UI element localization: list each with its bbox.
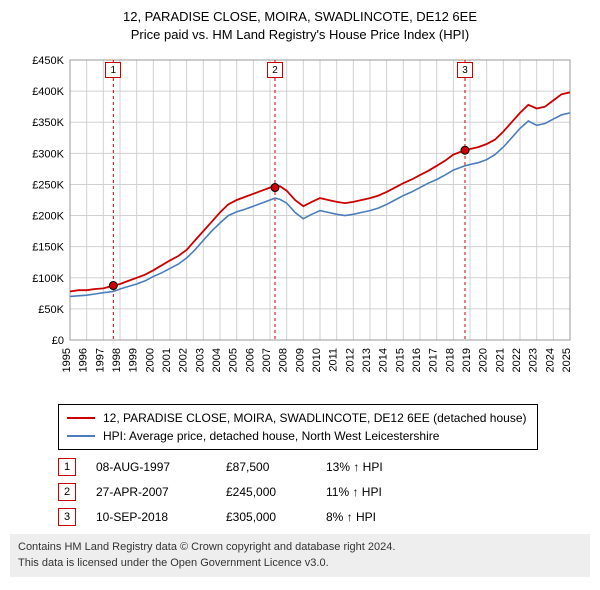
- svg-text:£400K: £400K: [32, 86, 64, 98]
- svg-text:2000: 2000: [144, 348, 156, 372]
- svg-text:2023: 2023: [528, 348, 540, 372]
- tx-price: £87,500: [226, 460, 326, 474]
- svg-text:2024: 2024: [544, 348, 556, 372]
- svg-text:2020: 2020: [478, 348, 490, 372]
- svg-text:1997: 1997: [94, 348, 106, 372]
- footnote-line-2: This data is licensed under the Open Gov…: [18, 556, 582, 571]
- svg-text:£200K: £200K: [32, 211, 64, 223]
- svg-text:2003: 2003: [194, 348, 206, 372]
- table-row: 1 08-AUG-1997 £87,500 13% ↑ HPI: [58, 458, 590, 476]
- footnote-line-1: Contains HM Land Registry data © Crown c…: [18, 540, 582, 555]
- footnote: Contains HM Land Registry data © Crown c…: [10, 534, 590, 577]
- chart-marker-badge: 3: [457, 62, 473, 78]
- svg-text:£150K: £150K: [32, 242, 64, 254]
- legend-box: 12, PARADISE CLOSE, MOIRA, SWADLINCOTE, …: [58, 404, 538, 450]
- tx-price: £245,000: [226, 485, 326, 499]
- svg-text:2021: 2021: [494, 348, 506, 372]
- svg-text:2017: 2017: [428, 348, 440, 372]
- svg-text:2004: 2004: [211, 348, 223, 372]
- svg-text:1996: 1996: [78, 348, 90, 372]
- legend-swatch-1: [67, 417, 95, 419]
- svg-text:£300K: £300K: [32, 149, 64, 161]
- svg-text:2025: 2025: [561, 348, 573, 372]
- legend-label: 12, PARADISE CLOSE, MOIRA, SWADLINCOTE, …: [103, 409, 527, 427]
- svg-text:2012: 2012: [344, 348, 356, 372]
- svg-text:2014: 2014: [378, 348, 390, 372]
- svg-text:2013: 2013: [361, 348, 373, 372]
- svg-text:2018: 2018: [444, 348, 456, 372]
- tx-price: £305,000: [226, 510, 326, 524]
- svg-text:£350K: £350K: [32, 118, 64, 130]
- svg-text:2009: 2009: [294, 348, 306, 372]
- svg-text:£100K: £100K: [32, 273, 64, 285]
- svg-text:2016: 2016: [411, 348, 423, 372]
- tx-badge: 2: [58, 483, 76, 501]
- title-line-1: 12, PARADISE CLOSE, MOIRA, SWADLINCOTE, …: [10, 8, 590, 26]
- tx-pct: 8% ↑ HPI: [326, 510, 446, 524]
- tx-date: 27-APR-2007: [96, 485, 226, 499]
- tx-badge: 3: [58, 508, 76, 526]
- svg-text:2005: 2005: [228, 348, 240, 372]
- tx-pct: 11% ↑ HPI: [326, 485, 446, 499]
- svg-text:£450K: £450K: [32, 55, 64, 67]
- tx-pct: 13% ↑ HPI: [326, 460, 446, 474]
- svg-text:2015: 2015: [394, 348, 406, 372]
- svg-text:2022: 2022: [511, 348, 523, 372]
- svg-text:2007: 2007: [261, 348, 273, 372]
- svg-text:£250K: £250K: [32, 180, 64, 192]
- svg-text:2019: 2019: [461, 348, 473, 372]
- svg-text:1998: 1998: [111, 348, 123, 372]
- svg-text:£0: £0: [52, 335, 64, 347]
- svg-text:2008: 2008: [278, 348, 290, 372]
- chart-svg: £0 £50K £100K £150K £200K £250K £300K £350K £400…: [20, 50, 580, 390]
- table-row: 3 10-SEP-2018 £305,000 8% ↑ HPI: [58, 508, 590, 526]
- legend-label: HPI: Average price, detached house, Nort…: [103, 427, 439, 445]
- svg-text:1995: 1995: [61, 348, 73, 372]
- table-row: 2 27-APR-2007 £245,000 11% ↑ HPI: [58, 483, 590, 501]
- chart-marker-badge: 1: [105, 62, 121, 78]
- tx-badge: 1: [58, 458, 76, 476]
- title-block: 12, PARADISE CLOSE, MOIRA, SWADLINCOTE, …: [10, 8, 590, 44]
- title-line-2: Price paid vs. HM Land Registry's House …: [10, 26, 590, 44]
- transaction-table: 1 08-AUG-1997 £87,500 13% ↑ HPI 2 27-APR…: [58, 458, 590, 526]
- chart-marker-badge: 2: [267, 62, 283, 78]
- svg-text:1999: 1999: [128, 348, 140, 372]
- tx-date: 10-SEP-2018: [96, 510, 226, 524]
- svg-text:2011: 2011: [328, 348, 340, 372]
- legend-swatch-2: [67, 435, 95, 437]
- chart-area: £0 £50K £100K £150K £200K £250K £300K £350K £400…: [20, 50, 580, 390]
- legend-row: HPI: Average price, detached house, Nort…: [67, 427, 529, 445]
- svg-text:2002: 2002: [178, 348, 190, 372]
- svg-text:2010: 2010: [311, 348, 323, 372]
- legend-row: 12, PARADISE CLOSE, MOIRA, SWADLINCOTE, …: [67, 409, 529, 427]
- svg-text:£50K: £50K: [38, 304, 64, 316]
- page-container: 12, PARADISE CLOSE, MOIRA, SWADLINCOTE, …: [0, 0, 600, 587]
- svg-text:2001: 2001: [161, 348, 173, 372]
- svg-text:2006: 2006: [244, 348, 256, 372]
- tx-date: 08-AUG-1997: [96, 460, 226, 474]
